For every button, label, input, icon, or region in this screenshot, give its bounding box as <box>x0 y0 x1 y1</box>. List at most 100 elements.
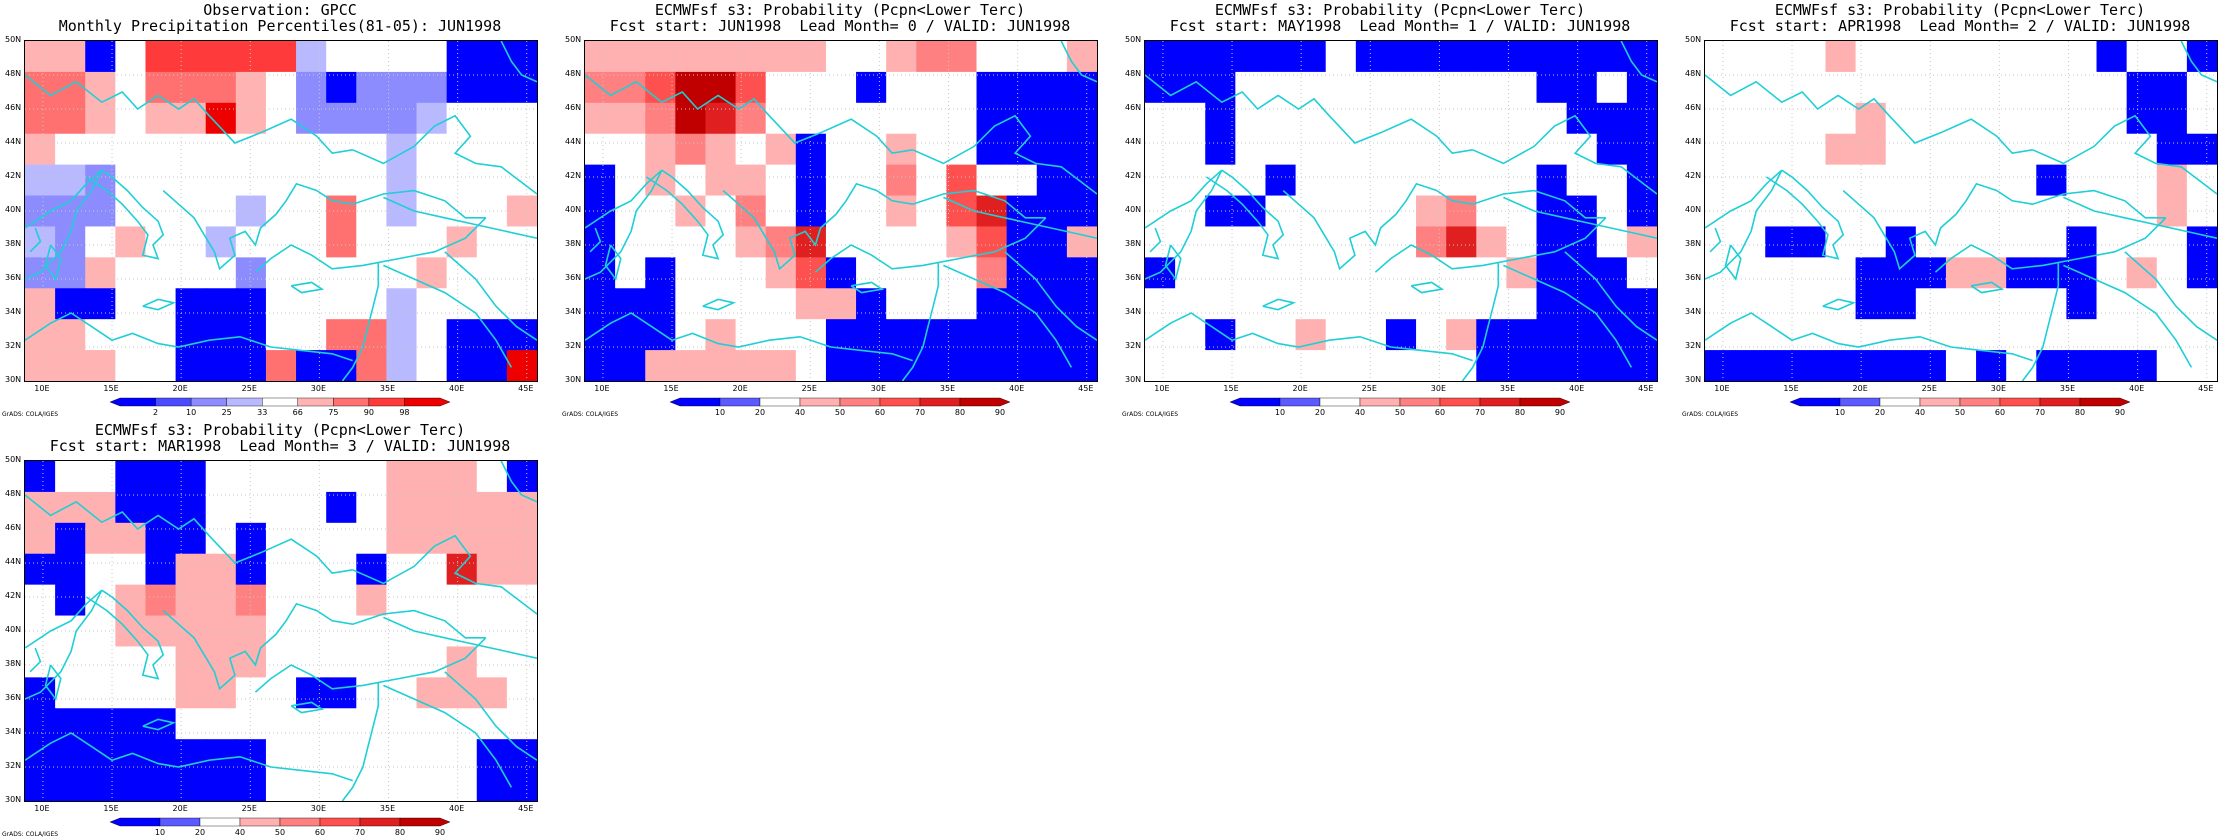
colorbar-segment <box>919 397 961 407</box>
grid-cell <box>476 226 508 258</box>
grid-cell <box>85 677 116 709</box>
grid-cell <box>1915 41 1947 73</box>
grid-cell <box>795 319 827 351</box>
grid-cell <box>1915 226 1947 258</box>
grid-cell <box>1235 257 1267 289</box>
lon-label: 45E <box>2198 384 2214 393</box>
colorbar-label: 66 <box>292 408 303 417</box>
coastline <box>341 682 380 801</box>
grid-cell <box>1705 288 1736 320</box>
colorbar-label: 60 <box>1994 408 2006 417</box>
grid-cell <box>356 164 388 197</box>
grid-cell <box>296 553 327 586</box>
lon-label: 25E <box>241 804 257 813</box>
grid-cell <box>1265 133 1297 166</box>
grid-cell <box>205 770 237 801</box>
coastline <box>1060 41 1097 83</box>
lon-label: 15E <box>1783 384 1799 393</box>
grid-cell <box>55 461 86 493</box>
grid-cell <box>976 257 1008 289</box>
panel-title: Observation: GPCC <box>203 1 357 19</box>
grid-cell <box>1385 102 1417 135</box>
colorbar-segment <box>159 817 201 827</box>
grid-cell <box>946 288 978 320</box>
grid-cell <box>446 491 478 524</box>
coastline <box>2063 196 2217 239</box>
grid-cell <box>416 350 448 381</box>
grid-cell <box>85 708 116 740</box>
coastline <box>25 74 353 155</box>
grid-cell <box>506 71 537 104</box>
grid-cell <box>356 615 388 648</box>
coastline <box>1004 251 1097 341</box>
colorbar-label: 10 <box>186 408 197 417</box>
grid-cell <box>1385 226 1417 258</box>
grid-cell <box>946 319 978 351</box>
lat-label: 36N <box>1685 273 1702 282</box>
grid-cell <box>1855 71 1887 104</box>
grid-cell <box>1235 133 1267 166</box>
lat-label: 48N <box>565 69 582 78</box>
grid-cell <box>645 102 676 135</box>
coastline <box>1564 251 1657 341</box>
grid-cell <box>2126 257 2158 289</box>
grid-cell <box>85 319 116 351</box>
grid-cell <box>1175 350 1206 381</box>
grid-cell <box>1915 164 1947 197</box>
grid-cell <box>886 164 917 197</box>
lat-label: 50N <box>5 35 22 44</box>
grid-cell <box>795 133 827 166</box>
grid-cell <box>235 553 267 586</box>
lat-label: 38N <box>1685 239 1702 248</box>
grid-cell <box>1855 350 1887 381</box>
grid-cell <box>1355 133 1387 166</box>
lat-label: 44N <box>5 137 22 146</box>
grid-cell <box>1235 226 1267 258</box>
grid-cell <box>296 646 327 678</box>
grid-cell <box>55 350 86 381</box>
grid-cell <box>2066 350 2098 381</box>
grid-cell <box>506 41 537 73</box>
coastline <box>1410 281 1445 294</box>
grid-cell <box>145 226 177 258</box>
grid-cell <box>1795 257 1827 289</box>
grid-cell <box>1235 102 1267 135</box>
grid-cell <box>1976 164 2007 197</box>
grid-cell <box>145 71 177 104</box>
colorbar-label: 80 <box>954 408 966 417</box>
lon-label: 15E <box>103 384 119 393</box>
grid-cell <box>1295 288 1327 320</box>
grid-cell <box>2096 350 2128 381</box>
colorbar-label: 90 <box>434 828 446 837</box>
grid-cell <box>585 41 616 73</box>
grid-cell <box>2156 288 2188 320</box>
grid-cell <box>825 41 857 73</box>
grid-cell <box>1265 71 1297 104</box>
grid-cell <box>705 195 737 228</box>
colorbar-segment <box>1319 397 1361 407</box>
grid-cell <box>205 257 237 289</box>
grid-cell <box>386 461 418 493</box>
grid-cell <box>235 522 267 555</box>
grid-cell <box>585 319 616 351</box>
lon-label: 20E <box>172 804 188 813</box>
grid-cell <box>2186 102 2217 135</box>
coastline <box>943 196 1097 239</box>
grid-cell <box>356 646 388 678</box>
lat-label: 38N <box>1125 239 1142 248</box>
grid-cell <box>1825 350 1857 381</box>
grid-cell <box>1235 41 1267 73</box>
grid-cell <box>1006 350 1038 381</box>
coastline <box>943 264 1073 368</box>
grid-cell <box>1325 257 1357 289</box>
grid-cell <box>2066 288 2098 320</box>
grid-cell <box>1476 164 1508 197</box>
grid-cell <box>205 677 237 709</box>
grid-cell <box>85 71 116 104</box>
grid-cell <box>506 491 537 524</box>
grid-cell <box>2066 102 2098 135</box>
grid-cell <box>1325 350 1357 381</box>
grid-cell <box>296 770 327 801</box>
grid-cell <box>1735 350 1766 381</box>
lon-label: 10E <box>34 384 50 393</box>
